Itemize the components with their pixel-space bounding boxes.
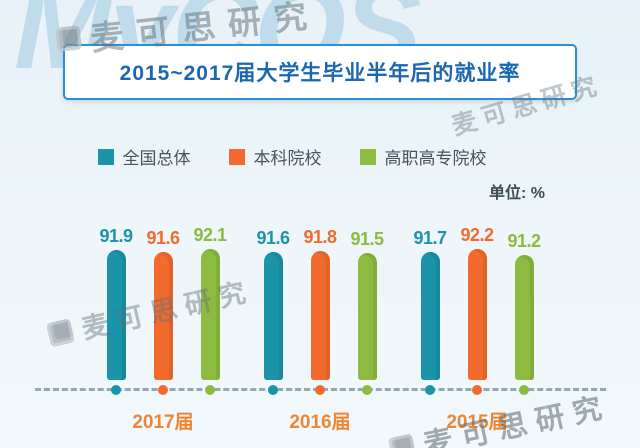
- bar-groups: 91.9 91.6 92.1 91.6 91.8 91.5 91.7 92.2 91.2: [93, 225, 548, 395]
- bar-item: 91.5: [344, 229, 391, 395]
- legend-swatch: [228, 148, 245, 165]
- mycos-logo-icon: [387, 433, 417, 448]
- axis-dot: [362, 385, 372, 395]
- bar-item: 91.9: [93, 226, 140, 395]
- bar-item: 92.1: [187, 225, 234, 395]
- bar: [200, 249, 220, 380]
- bar-item: 91.7: [407, 228, 454, 395]
- legend-label: 本科院校: [253, 149, 322, 168]
- bar-item: 91.8: [297, 227, 344, 395]
- mycos-logo-icon: [45, 317, 75, 347]
- legend-swatch: [97, 148, 114, 165]
- bar-group: 91.7 92.2 91.2: [407, 225, 548, 395]
- chart-title: 2015~2017届大学生毕业半年后的就业率: [119, 62, 521, 85]
- bar: [153, 252, 173, 380]
- legend-item: 本科院校: [228, 144, 322, 169]
- bar-value-label: 91.6: [256, 228, 290, 248]
- legend-label: 全国总体: [122, 149, 191, 168]
- bar: [310, 251, 330, 380]
- bar-value-label: 92.1: [193, 225, 227, 245]
- chart-title-box: 2015~2017届大学生毕业半年后的就业率: [63, 44, 577, 100]
- bar-value-label: 91.8: [303, 227, 337, 247]
- bar-group: 91.6 91.8 91.5: [250, 227, 391, 395]
- bar-chart: 91.9 91.6 92.1 91.6 91.8 91.5 91.7 92.2 91.2: [34, 225, 606, 395]
- axis-dot: [425, 385, 435, 395]
- bar: [467, 249, 487, 380]
- axis-dot: [205, 385, 215, 395]
- bar-value-label: 91.2: [507, 231, 541, 251]
- legend-swatch: [359, 148, 376, 165]
- category-label: 2015届: [446, 412, 508, 433]
- legend-item: 高职高专院校: [359, 144, 487, 169]
- category-row: 2017届 2016届 2015届: [93, 407, 548, 434]
- axis-dot: [472, 385, 482, 395]
- axis-dot: [315, 385, 325, 395]
- axis-dot: [519, 385, 529, 395]
- axis-dot: [268, 385, 278, 395]
- legend-item: 全国总体: [97, 144, 191, 169]
- bar: [514, 255, 534, 380]
- category-label: 2017届: [132, 412, 194, 433]
- legend: 全国总体 本科院校 高职高专院校: [0, 144, 612, 169]
- unit-label: 单位: %: [488, 185, 545, 202]
- bar-value-label: 91.7: [413, 228, 447, 248]
- bar-item: 91.6: [250, 228, 297, 395]
- bar-value-label: 92.2: [460, 225, 494, 245]
- legend-label: 高职高专院校: [384, 149, 487, 168]
- axis-dot: [111, 385, 121, 395]
- bar: [106, 250, 126, 380]
- bar: [420, 252, 440, 380]
- bar-item: 92.2: [454, 225, 501, 395]
- bar: [263, 252, 283, 380]
- bar-item: 91.6: [140, 228, 187, 395]
- bar-value-label: 91.6: [146, 228, 180, 248]
- category-label: 2016届: [289, 412, 351, 433]
- bar: [357, 253, 377, 380]
- bar-value-label: 91.9: [99, 226, 133, 246]
- bar-value-label: 91.5: [350, 229, 384, 249]
- bar-item: 91.2: [501, 231, 548, 395]
- bar-group: 91.9 91.6 92.1: [93, 225, 234, 395]
- axis-dot: [158, 385, 168, 395]
